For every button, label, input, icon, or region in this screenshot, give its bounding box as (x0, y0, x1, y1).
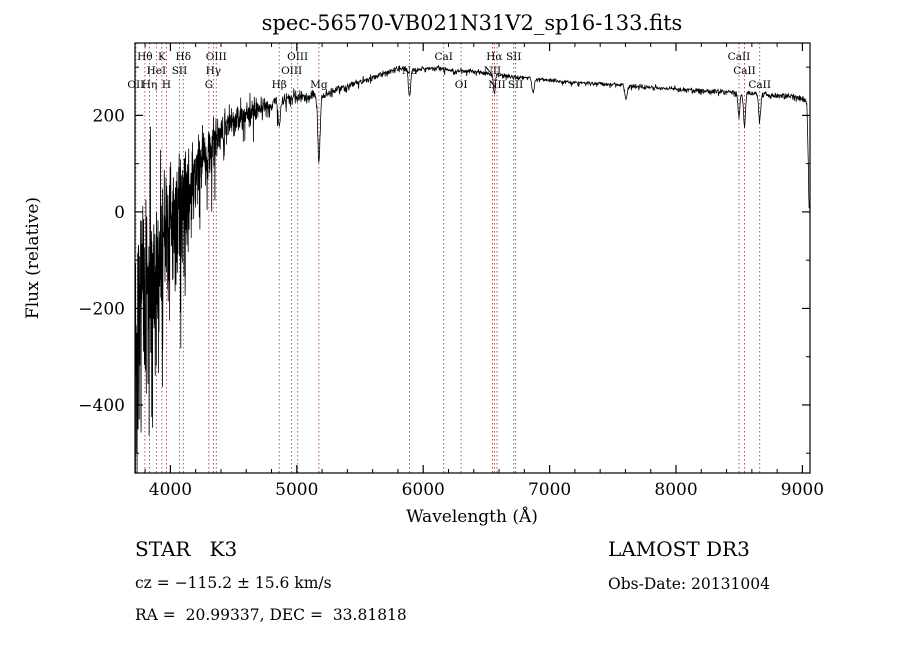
x-tick-label: 8000 (654, 480, 697, 500)
spectral-line-label: G (205, 79, 213, 91)
spectral-line-label: H (162, 79, 171, 91)
x-tick-label: 7000 (528, 480, 571, 500)
y-tick-label: 200 (93, 106, 125, 126)
y-tick-label: −400 (78, 396, 125, 416)
y-tick-label: −200 (78, 299, 125, 319)
spectral-line-label: K (158, 51, 166, 63)
classification-text: STAR K3 (135, 537, 238, 561)
coordinates-text: RA = 20.99337, DEC = 33.81818 (135, 606, 407, 624)
x-tick-label: 5000 (275, 480, 318, 500)
spectral-line-label: OIII (287, 51, 308, 63)
spectral-line-label: SII (506, 51, 522, 63)
y-axis-title: Flux (relative) (23, 197, 43, 319)
x-axis-title: Wavelength (Å) (406, 506, 538, 527)
spectral-line-label: OIII (206, 51, 227, 63)
spectral-line-label: Hγ (206, 65, 221, 77)
spectral-line-label: Hα (486, 51, 502, 63)
spectral-line-label: CaII (728, 51, 751, 63)
spectral-line-label: HeI (147, 65, 167, 77)
velocity-text: cz = −115.2 ± 15.6 km/s (135, 574, 332, 592)
spectral-line-label: Hβ (272, 79, 287, 91)
spectral-line-label: NII (488, 79, 505, 91)
x-tick-label: 6000 (402, 480, 445, 500)
spectral-line-label: NII (484, 65, 501, 77)
spectral-line-label: OI (455, 79, 468, 91)
obs-date-text: Obs-Date: 20131004 (608, 575, 770, 593)
spectral-line-label: SII (172, 65, 188, 77)
plot-title: spec-56570-VB021N31V2_sp16-133.fits (262, 11, 683, 35)
spectral-line-label: Hθ (137, 51, 152, 63)
spectral-line-label: OIII (281, 65, 302, 77)
x-tick-label: 4000 (149, 480, 192, 500)
spectral-line-label: CaI (434, 51, 452, 63)
spectral-line-label: CaII (748, 79, 771, 91)
spectral-line-label: Hδ (176, 51, 191, 63)
spectrum-plot: spec-56570-VB021N31V2_sp16-133.fits Wave… (23, 11, 824, 527)
spectral-line-label: CaII (733, 65, 756, 77)
spectral-line-label: SII (508, 79, 524, 91)
y-tick-label: 0 (114, 203, 125, 223)
plot-box (134, 42, 811, 474)
spectral-line-label: Hη (142, 79, 157, 91)
spectrum-trace (135, 64, 810, 474)
spectral-line-label: Mg (310, 79, 328, 91)
x-axis: 4000 5000 6000 7000 8000 9000 (144, 43, 824, 500)
spectral-line-labels: Hθ K Hδ OIII OIII CaI Hα SII CaII HeI SII Hγ OIII Na N… (127, 51, 771, 91)
spectral-line-label: OII (127, 79, 144, 91)
survey-release-text: LAMOST DR3 (608, 537, 750, 561)
y-axis: −400 −200 0 200 (78, 66, 810, 454)
spectral-line-label: Na (402, 65, 417, 77)
x-tick-label: 9000 (781, 480, 824, 500)
